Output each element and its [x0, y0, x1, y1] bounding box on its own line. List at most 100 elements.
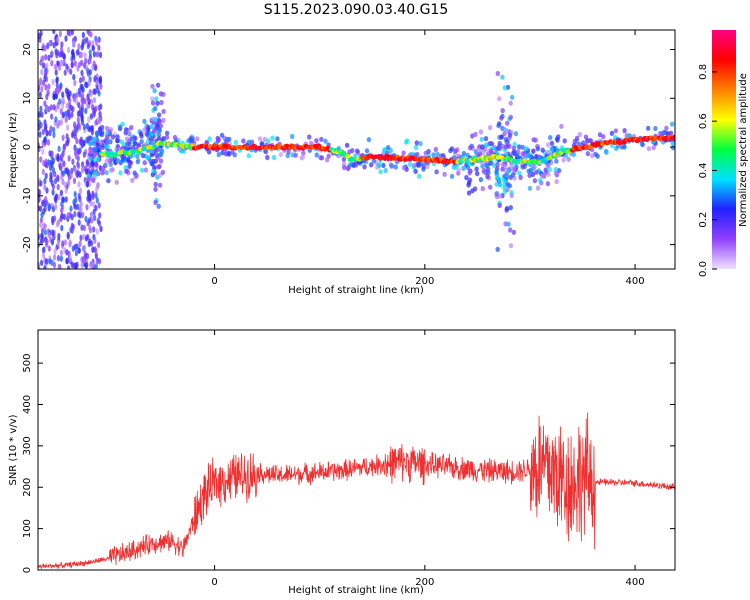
- spectrogram-cell: [572, 138, 577, 145]
- spectrogram-cell: [58, 64, 62, 71]
- spectrogram-cell: [82, 123, 86, 131]
- spectrogram-cell: [533, 137, 538, 143]
- spectrogram-cell: [133, 135, 138, 141]
- colorbar-tick-label: 0.2: [698, 212, 709, 228]
- spectrogram-cell: [73, 202, 77, 210]
- spectrogram-cell: [96, 182, 100, 189]
- spectrogram-cell: [139, 139, 144, 145]
- spectrogram-cell: [434, 169, 439, 175]
- spectrogram-cell: [45, 93, 49, 101]
- spectrogram-cell: [561, 157, 566, 163]
- spectrogram-cell: [257, 136, 263, 142]
- spectrogram-cell: [577, 131, 582, 138]
- spectrogram-cell: [50, 50, 54, 57]
- spectrogram-cell: [81, 31, 85, 39]
- spectrogram-cell: [530, 171, 536, 177]
- spectrogram-cell: [227, 151, 232, 157]
- spectrogram-cell: [62, 196, 66, 204]
- spectrogram-cell: [78, 110, 83, 117]
- spectrogram-cell: [70, 214, 74, 221]
- spectrogram-cell: [82, 244, 86, 252]
- spectrogram-cell: [509, 193, 514, 199]
- spectrogram-cell: [87, 176, 92, 182]
- spectrogram-cell: [40, 68, 44, 76]
- spectrogram-cell: [76, 116, 80, 124]
- spectrogram-cell: [505, 182, 510, 188]
- spectrogram-cell: [604, 149, 609, 156]
- spectrogram-cell: [78, 91, 82, 98]
- spectrogram-cell: [421, 166, 426, 172]
- spectrogram-cell: [91, 40, 95, 47]
- spectrogram-cell: [81, 161, 85, 168]
- spectrogram-cell: [77, 247, 81, 254]
- spectrogram-cell: [80, 69, 84, 77]
- spectrogram-cell: [127, 141, 132, 147]
- spectrogram-cell: [538, 177, 543, 183]
- spectrogram-cell: [132, 140, 138, 146]
- spectrogram-cell: [99, 124, 105, 131]
- spectrogram-cell: [480, 163, 485, 169]
- spectrogram-cell: [79, 136, 83, 143]
- spectrogram-cell: [160, 169, 166, 175]
- spectrogram-cell: [38, 195, 41, 203]
- spectrogram-cell: [478, 177, 484, 183]
- spectrogram-cell: [117, 124, 123, 130]
- spectrogram-cell: [88, 49, 92, 56]
- spectrogram-cell: [60, 41, 64, 48]
- spectrogram-cell: [456, 167, 461, 173]
- spectrogram-cell: [497, 140, 502, 147]
- spectrogram-cell: [497, 202, 502, 209]
- spectrogram-cell: [59, 255, 64, 262]
- spectrogram-cell: [42, 79, 46, 87]
- spectrogram-cell: [508, 100, 513, 106]
- spectrogram-cell: [123, 130, 128, 136]
- spectrogram-cell: [55, 221, 60, 228]
- spectrogram-cell: [39, 205, 43, 212]
- spectrogram-cell: [520, 144, 525, 150]
- spectrogram-cell: [108, 167, 114, 173]
- spectrogram-cell: [597, 132, 603, 138]
- spectrogram-cell: [80, 261, 84, 269]
- spectrogram-cell: [114, 179, 119, 185]
- spectrogram-cell: [91, 193, 95, 200]
- spectrogram-cell: [82, 224, 86, 232]
- spectrogram-cell: [104, 134, 110, 141]
- spectrogram-cell: [48, 39, 52, 47]
- spectrogram-cell: [61, 111, 66, 119]
- spectrogram-cell: [378, 169, 383, 175]
- y-tick-label: -20: [22, 236, 33, 252]
- spectrogram-cell: [80, 51, 84, 58]
- spectrogram-cell: [110, 134, 116, 140]
- spectrogram-cell: [57, 194, 61, 201]
- spectrogram-cell: [129, 125, 134, 131]
- spectrogram-cell: [473, 131, 478, 137]
- spectrogram-cell: [513, 131, 519, 137]
- spectrogram-cell: [97, 202, 101, 209]
- spectrogram-cell: [94, 247, 98, 254]
- spectrogram-cell: [504, 128, 509, 134]
- spectrogram-cell: [42, 246, 46, 253]
- spectrogram-cell: [653, 125, 658, 132]
- spectrogram-cell: [512, 141, 517, 148]
- spectrogram-cell: [41, 55, 45, 62]
- y-tick-label: 300: [22, 436, 33, 455]
- spectrogram-cell: [74, 92, 79, 99]
- spectrogram-cell: [43, 177, 47, 185]
- spectrogram-cell: [66, 231, 70, 238]
- spectrogram-cell: [119, 139, 125, 145]
- spectrogram-cell: [587, 138, 593, 144]
- spectrogram-cell: [401, 150, 406, 156]
- spectrogram-cell: [86, 102, 90, 110]
- spectrogram-cell: [517, 144, 522, 150]
- spectrogram-cell: [140, 153, 146, 159]
- spectrogram-cell: [81, 75, 85, 83]
- spectrogram-cell: [507, 132, 513, 138]
- spectrogram-cell: [527, 172, 532, 178]
- spectrogram-cell: [511, 145, 516, 151]
- spectrogram-cell: [149, 124, 154, 130]
- spectrogram-cell: [622, 128, 627, 134]
- spectrogram-cell: [92, 51, 96, 58]
- spectrogram-cell: [95, 228, 99, 235]
- spectrogram-cell: [79, 77, 83, 84]
- spectrogram-cell: [453, 148, 458, 154]
